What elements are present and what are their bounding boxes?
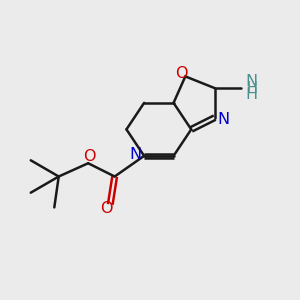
Text: O: O <box>175 66 187 81</box>
Text: H: H <box>246 81 257 96</box>
Text: N: N <box>245 74 258 89</box>
Text: N: N <box>217 112 229 127</box>
Text: O: O <box>100 201 113 216</box>
Text: H: H <box>245 87 258 102</box>
Text: N: N <box>130 147 142 162</box>
Text: O: O <box>83 149 96 164</box>
